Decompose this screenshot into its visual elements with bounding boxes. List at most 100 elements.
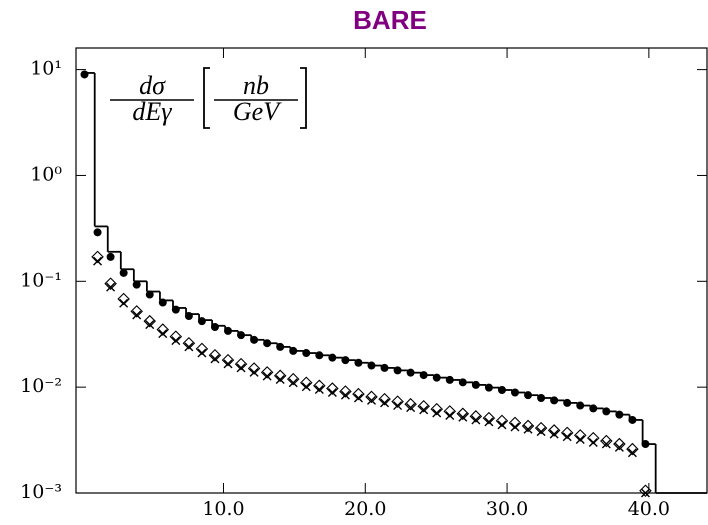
annotation-text: GeV <box>233 97 282 126</box>
point <box>497 385 506 394</box>
point <box>247 362 261 375</box>
point <box>391 395 404 408</box>
plot-frame <box>75 47 708 494</box>
point <box>521 419 535 433</box>
point <box>484 417 494 427</box>
point <box>406 403 416 413</box>
point <box>640 488 650 498</box>
point <box>237 331 246 340</box>
point <box>300 376 313 390</box>
point <box>353 393 363 403</box>
point <box>302 349 311 358</box>
point <box>589 404 598 413</box>
point <box>456 407 470 421</box>
point <box>195 342 209 356</box>
bracket <box>300 67 307 129</box>
point <box>549 429 559 439</box>
point <box>471 415 481 425</box>
point <box>224 326 233 335</box>
point <box>458 378 467 387</box>
point <box>354 358 363 367</box>
point <box>601 439 611 449</box>
point <box>367 395 377 405</box>
point <box>275 375 285 385</box>
point <box>119 268 128 277</box>
point <box>171 305 180 314</box>
point <box>404 397 417 411</box>
point <box>536 427 546 437</box>
point <box>301 382 311 392</box>
y-tick-label: 10⁰ <box>30 163 62 185</box>
point <box>145 320 155 330</box>
point <box>250 335 259 344</box>
point <box>339 385 352 398</box>
point <box>443 405 457 418</box>
point <box>367 361 376 370</box>
point <box>380 363 389 372</box>
point <box>340 390 350 400</box>
point <box>482 411 496 425</box>
point <box>273 369 287 383</box>
point <box>613 437 626 451</box>
point <box>600 434 613 448</box>
point <box>469 410 483 423</box>
point <box>430 402 444 416</box>
point <box>628 415 637 424</box>
point <box>641 440 650 449</box>
point <box>221 353 235 367</box>
point <box>523 424 533 434</box>
point <box>406 368 415 377</box>
point <box>315 351 324 360</box>
point <box>352 387 365 401</box>
point <box>93 228 102 237</box>
point <box>326 382 339 395</box>
x-tick-label: 40.0 <box>628 498 670 520</box>
point <box>80 70 89 79</box>
point <box>208 349 222 362</box>
point <box>182 336 196 350</box>
point <box>249 367 259 377</box>
point <box>508 416 522 430</box>
point <box>117 292 130 306</box>
point <box>104 277 117 290</box>
point <box>419 405 429 415</box>
point <box>417 399 430 413</box>
point <box>93 256 103 266</box>
point <box>132 310 142 320</box>
point <box>471 380 480 389</box>
point <box>91 250 104 264</box>
point <box>197 317 206 326</box>
point <box>156 323 170 336</box>
point <box>313 379 326 393</box>
point <box>432 373 441 382</box>
annotation-text: nb <box>243 71 269 100</box>
point <box>560 426 574 440</box>
point <box>262 371 272 381</box>
point <box>534 421 548 435</box>
point <box>184 342 194 352</box>
point <box>341 356 350 365</box>
point <box>276 342 285 351</box>
point <box>197 348 207 358</box>
y-tick-label: 10⁻³ <box>20 481 62 503</box>
x-tick-label: 30.0 <box>486 498 528 520</box>
point <box>378 392 391 406</box>
point <box>132 280 141 289</box>
point <box>130 305 143 318</box>
y-tick-label: 10¹ <box>30 58 62 80</box>
point <box>550 396 559 405</box>
point <box>327 388 337 398</box>
point <box>511 388 520 397</box>
point <box>547 424 561 437</box>
bracket <box>203 67 210 129</box>
point <box>562 432 572 442</box>
point <box>627 448 637 458</box>
point <box>573 429 587 442</box>
point <box>158 298 167 307</box>
point <box>365 390 378 404</box>
point <box>419 371 428 380</box>
point <box>314 385 324 395</box>
point <box>537 393 546 402</box>
y-tick-label: 10⁻² <box>20 375 62 397</box>
